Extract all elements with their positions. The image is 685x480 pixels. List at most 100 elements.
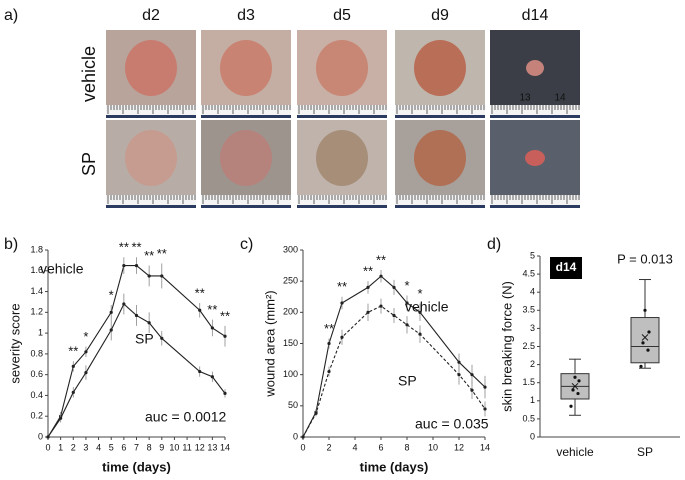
x-tick-label: 6 — [378, 442, 383, 452]
data-point — [327, 341, 331, 346]
x-tick-label: 13 — [207, 442, 217, 452]
x-tick-label: 8 — [404, 442, 409, 452]
column-label: d2 — [142, 7, 160, 24]
ruler — [297, 195, 387, 208]
x-tick-label: 8 — [147, 442, 152, 452]
panel-label: d) — [487, 236, 501, 253]
data-point — [84, 350, 88, 354]
x-tick-label: 14 — [220, 442, 230, 452]
y-tick-label: 4 — [530, 287, 535, 297]
y-axis-label: wound area (mm²) — [262, 290, 277, 397]
data-point — [134, 263, 139, 268]
wound — [526, 60, 544, 76]
y-tick-label: 300 — [283, 244, 298, 254]
x-tick-label: 12 — [454, 442, 464, 452]
wound — [316, 130, 368, 186]
x-tick-label: 11 — [182, 442, 191, 452]
significance-mark: ** — [119, 240, 129, 255]
ruler-band — [490, 205, 580, 208]
data-point — [577, 379, 581, 383]
data-point — [576, 391, 580, 396]
data-point — [160, 274, 164, 278]
wound — [414, 130, 466, 186]
x-axis-label: time (days) — [102, 459, 171, 474]
data-point — [109, 310, 113, 314]
box — [630, 317, 660, 364]
data-point — [301, 435, 305, 439]
x-tick-label: 6 — [121, 442, 126, 452]
y-tick-label: 0.8 — [30, 348, 43, 358]
significance-mark: ** — [376, 252, 386, 267]
data-point — [122, 263, 126, 268]
data-point — [147, 274, 151, 278]
annotation: auc = 0.035 — [415, 416, 489, 432]
y-tick-label: 2 — [530, 359, 535, 369]
data-point — [71, 390, 75, 394]
x-tick-label: 0 — [45, 442, 50, 452]
significance-mark: ** — [195, 285, 205, 300]
series-label: SP — [398, 373, 417, 389]
significance-mark: ** — [131, 240, 141, 255]
data-point — [573, 375, 577, 379]
x-tick-label: 14 — [480, 442, 490, 452]
ruler — [201, 195, 291, 208]
data-point — [198, 369, 202, 374]
data-point — [134, 313, 139, 318]
annotation: P = 0.013 — [617, 251, 673, 266]
ruler-band — [297, 205, 387, 208]
ruler-band — [490, 115, 580, 118]
ruler-band — [201, 115, 291, 118]
panel-label: a) — [4, 7, 18, 24]
ruler-band — [395, 205, 485, 208]
y-tick-label: 50 — [288, 400, 298, 410]
panel-label: c) — [240, 236, 253, 253]
data-point — [366, 310, 370, 314]
wound — [316, 40, 368, 96]
data-point — [46, 435, 50, 439]
y-tick-label: 0 — [530, 431, 535, 441]
x-tick-label: 1 — [58, 442, 63, 452]
wound — [525, 150, 545, 166]
ruler-band — [297, 115, 387, 118]
data-point — [457, 360, 461, 364]
y-tick-label: 150 — [283, 338, 298, 348]
y-tick-label: 1.8 — [30, 244, 43, 254]
data-point — [569, 404, 573, 408]
y-tick-label: 250 — [283, 276, 298, 286]
data-point — [327, 369, 331, 374]
data-point — [457, 373, 461, 377]
data-point — [109, 328, 113, 332]
x-tick-label: 7 — [134, 442, 139, 452]
data-point — [379, 304, 383, 308]
x-tick-label: 12 — [195, 442, 205, 452]
ruler-band — [201, 205, 291, 208]
data-point — [392, 313, 396, 318]
significance-mark: ** — [144, 248, 154, 263]
y-tick-label: 0.2 — [30, 411, 43, 421]
significance-mark: ** — [337, 279, 347, 294]
data-point — [210, 326, 214, 330]
data-point — [646, 348, 650, 352]
ruler-band — [106, 115, 196, 118]
x-tick-label: 4 — [96, 442, 101, 452]
mean-marker — [641, 334, 649, 341]
mean-marker — [571, 382, 579, 390]
ruler — [395, 195, 485, 208]
y-tick-label: 2.5 — [522, 341, 535, 351]
x-tick-label: vehicle — [556, 445, 594, 459]
x-tick-label: 4 — [352, 442, 357, 452]
y-tick-label: 3.5 — [522, 305, 535, 315]
significance-mark: * — [83, 329, 88, 344]
wound — [125, 130, 177, 186]
significance-mark: * — [109, 287, 114, 302]
data-point — [483, 385, 487, 389]
row-label: SP — [79, 152, 99, 176]
y-tick-label: 0.5 — [522, 413, 535, 423]
column-label: d9 — [431, 7, 449, 24]
y-tick-label: 0.4 — [30, 390, 43, 400]
data-point — [84, 370, 88, 375]
data-point — [366, 285, 370, 289]
data-point — [147, 321, 151, 325]
data-point — [639, 364, 643, 369]
x-tick-label: 9 — [159, 442, 164, 452]
